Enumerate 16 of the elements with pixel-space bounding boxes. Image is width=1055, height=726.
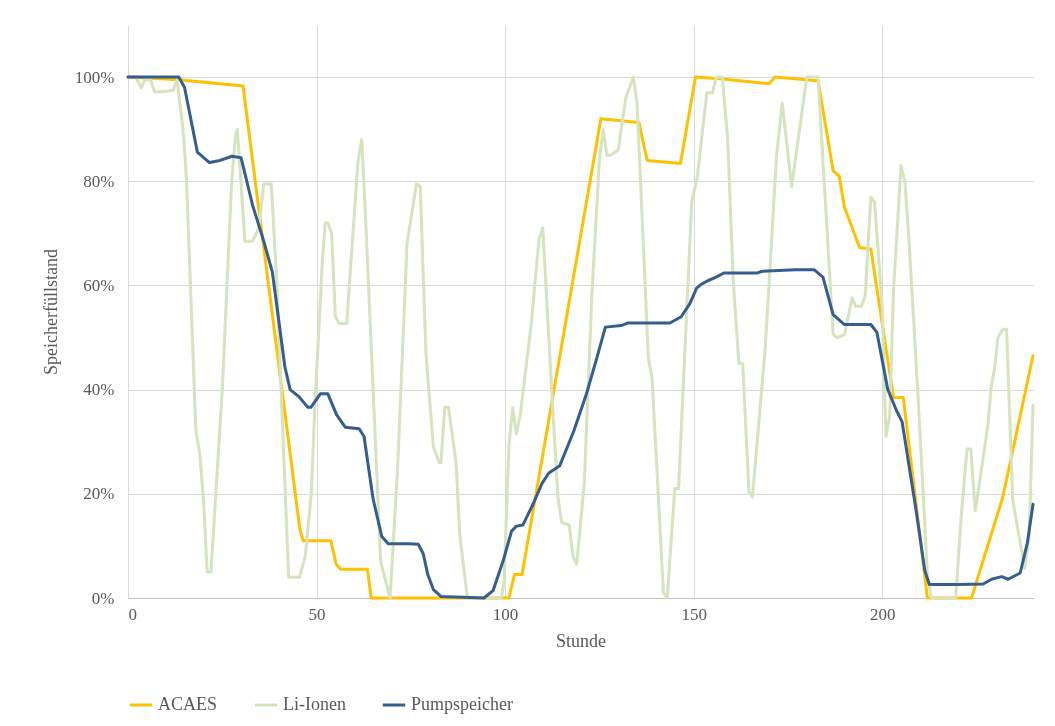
y-axis-title: Speicherfüllstand [40,249,61,375]
x-axis-title: Stunde [555,630,607,651]
x-tick-label: 100 [492,604,519,624]
y-tick-label: 60% [83,275,115,295]
legend-label: Li-Ionen [283,694,346,714]
x-tick-label: 150 [681,604,707,624]
x-tick-label: 50 [308,604,326,624]
y-tick-label: 80% [83,171,115,191]
y-tick-label: 40% [83,380,115,400]
legend-label: ACAES [158,694,218,714]
y-tick-label: 20% [83,484,115,504]
x-tick-label: 0 [128,604,137,624]
y-tick-label: 100% [74,67,115,87]
x-tick-label: 200 [869,604,896,624]
legend-label: Pumpspeicher [411,694,513,714]
y-tick-label: 0% [91,588,115,608]
